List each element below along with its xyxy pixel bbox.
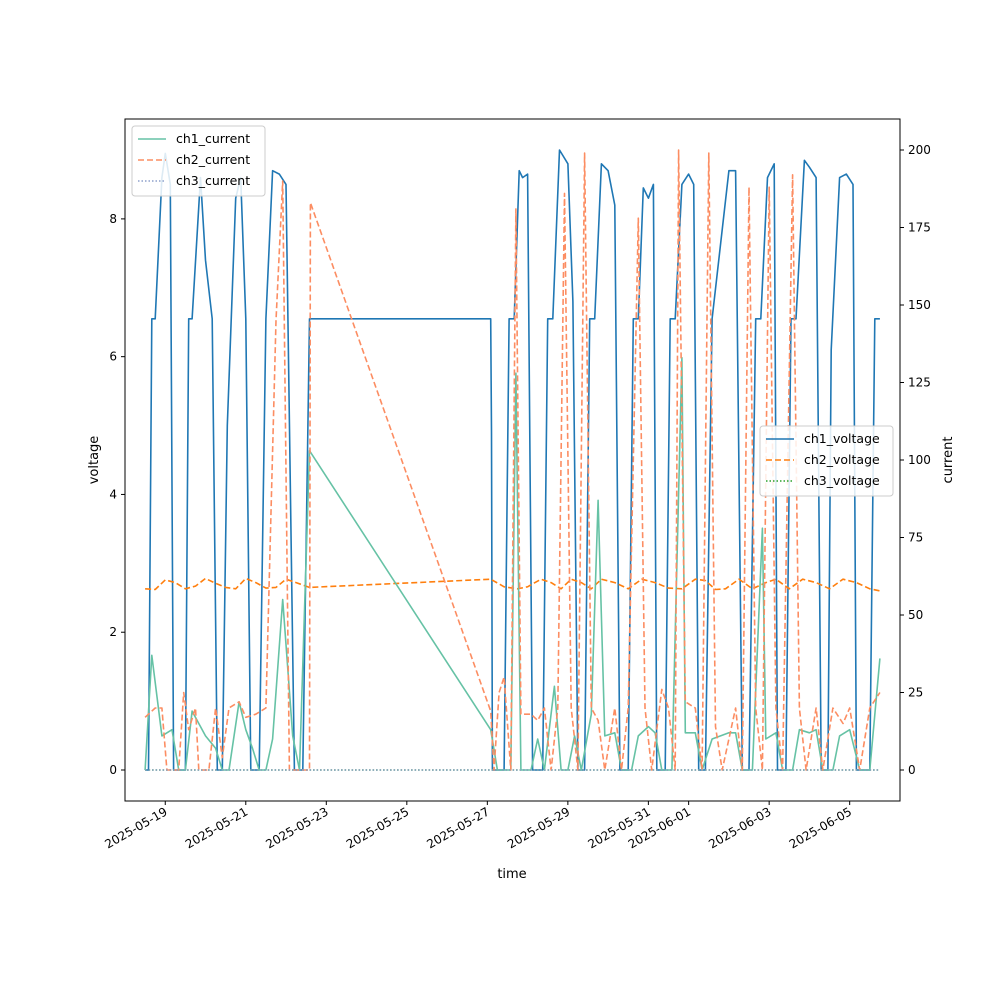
- left-y-tick-label: 4: [109, 487, 117, 501]
- ch1-current-legend-label: ch1_current: [176, 131, 250, 146]
- right-y-tick-label: 200: [908, 143, 931, 157]
- right-y-tick-label: 75: [908, 531, 923, 545]
- ch1-current-line: [144, 356, 881, 771]
- ch1-voltage-legend-label: ch1_voltage: [804, 431, 880, 446]
- ch3-current-legend-label: ch3_current: [176, 173, 250, 188]
- left-y-tick-label: 0: [109, 763, 117, 777]
- right-y-tick-label: 25: [908, 686, 923, 700]
- ch1-voltage-line: [145, 149, 880, 771]
- left-y-tick-label: 8: [109, 212, 117, 226]
- right-y-tick-label: 175: [908, 221, 931, 235]
- left-y-tick-label: 2: [109, 625, 117, 639]
- ch2-voltage-legend-label: ch2_voltage: [804, 452, 880, 467]
- right-y-tick-label: 50: [908, 608, 923, 622]
- legend-box: [759, 425, 894, 497]
- left-y-tick-label: 6: [109, 350, 117, 364]
- right-y-axis-label: current: [941, 437, 956, 484]
- ch3-voltage-legend-label: ch3_voltage: [804, 473, 880, 488]
- right-y-tick-label: 150: [908, 298, 931, 312]
- legend-voltage: ch1_voltage ch2_voltage ch3_voltage: [759, 425, 894, 497]
- legend-current: ch1_current ch2_current ch3_current: [131, 125, 266, 197]
- x-axis-label: time: [497, 867, 526, 882]
- right-y-tick-label: 0: [908, 763, 916, 777]
- right-y-tick-label: 100: [908, 453, 931, 467]
- ch2-current-legend-label: ch2_current: [176, 152, 250, 167]
- left-y-axis-label: voltage: [87, 436, 102, 485]
- legend-box: [131, 125, 266, 197]
- right-y-tick-label: 125: [908, 376, 931, 390]
- right-y-axis-ticks: 0 25 50 75 100 125 150 175 200: [900, 143, 931, 777]
- left-y-axis-ticks: 0 2 4 6 8: [109, 212, 125, 777]
